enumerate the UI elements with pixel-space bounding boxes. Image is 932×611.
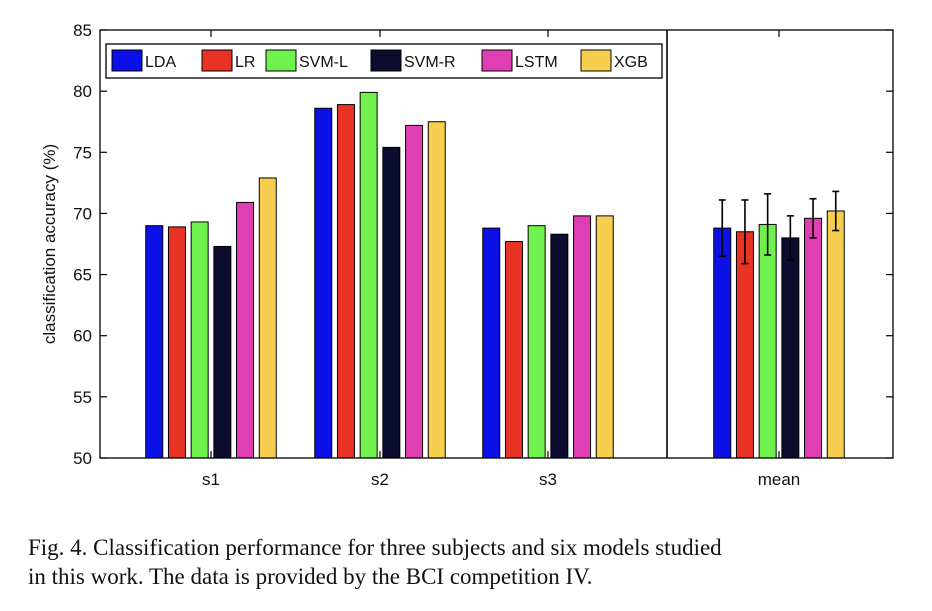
legend-label-lr: LR [235, 54, 255, 71]
bar-lr-mean [735, 231, 754, 459]
bar-svm-l-s1 [190, 221, 209, 459]
y-tick-label: 65 [73, 266, 92, 285]
legend-swatch-svm-r [370, 49, 402, 72]
bar-svm-l-mean [758, 223, 777, 459]
legend-swatch-lda [111, 49, 143, 72]
bar-svm-l-s2 [359, 91, 378, 459]
bar-xgb-s3 [595, 215, 614, 459]
legend-label-svm-l: SVM-L [299, 54, 348, 71]
y-tick-label: 70 [73, 204, 92, 223]
chart: 50 55 60 65 70 75 80 85 s1 s2 s3 mean LDA LR SVM-L SVM… [40, 21, 894, 489]
legend: LDA LR SVM-L SVM-R LSTM XGB [105, 43, 663, 79]
y-tick-label: 60 [73, 327, 92, 346]
legend-label-xgb: XGB [614, 54, 648, 71]
legend-swatch-lr [201, 49, 233, 72]
bar-svm-l-s3 [527, 225, 546, 459]
x-tick-label-s3: s3 [539, 470, 557, 489]
bar-lda-s2 [314, 107, 333, 459]
caption-line-1: Fig. 4. Classification performance for t… [28, 535, 722, 560]
bar-lstm-s1 [236, 201, 255, 459]
bar-svm-r-s1 [213, 245, 232, 459]
legend-label-lda: LDA [145, 54, 176, 71]
bar-lstm-s2 [405, 124, 424, 459]
figure-caption: Fig. 4. Classification performance for t… [28, 533, 918, 591]
bar-lr-s2 [336, 104, 355, 459]
bar-lda-mean [713, 227, 732, 459]
bar-svm-r-s3 [550, 233, 569, 459]
bar-xgb-mean [826, 210, 845, 459]
bar-svm-r-mean [781, 237, 800, 459]
bar-xgb-s1 [258, 177, 277, 459]
y-tick-label: 80 [73, 82, 92, 101]
plot-frame [99, 29, 894, 459]
legend-swatch-xgb [580, 49, 612, 72]
error-bars-group [718, 190, 840, 265]
bar-lda-s1 [145, 225, 164, 459]
bar-lr-s1 [167, 226, 186, 459]
bar-lstm-mean [804, 217, 823, 459]
bar-lr-s3 [504, 241, 523, 459]
x-tick-label-mean: mean [758, 470, 801, 489]
bar-svm-r-s2 [382, 146, 401, 459]
bar-lstm-s3 [573, 215, 592, 459]
legend-label-svm-r: SVM-R [404, 54, 456, 71]
caption-line-2: in this work. The data is provided by th… [28, 564, 593, 589]
y-tick-label: 85 [73, 21, 92, 40]
x-tick-label-s1: s1 [202, 470, 220, 489]
y-tick-label: 55 [73, 388, 92, 407]
bar-xgb-s2 [427, 121, 446, 459]
bars-group [145, 91, 845, 459]
legend-swatch-svm-l [265, 49, 297, 72]
y-tick-label: 75 [73, 143, 92, 162]
y-axis-label: classification accuracy (%) [40, 144, 59, 344]
bar-lda-s3 [482, 227, 501, 459]
legend-label-lstm: LSTM [515, 54, 558, 71]
axes-group: 50 55 60 65 70 75 80 85 s1 s2 s3 mean [73, 21, 894, 489]
legend-swatch-lstm [481, 49, 513, 72]
y-tick-label: 50 [73, 449, 92, 468]
x-tick-label-s2: s2 [371, 470, 389, 489]
